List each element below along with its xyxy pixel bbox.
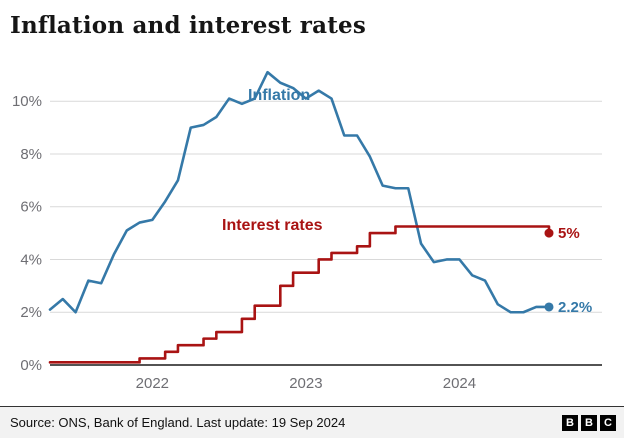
y-tick-label: 10%: [12, 93, 42, 110]
y-tick-label: 8%: [20, 146, 42, 163]
chart-title: Inflation and interest rates: [10, 12, 367, 39]
source-text: Source: ONS, Bank of England. Last updat…: [10, 415, 346, 430]
y-tick-label: 6%: [20, 199, 42, 216]
inflation-end-label: 2.2%: [558, 299, 592, 316]
interest-rates-end-dot: [544, 228, 554, 238]
y-tick-label: 0%: [20, 357, 42, 374]
chart-plot: 0% 2% 4% 6% 8% 10% 2022 2023 2024 2.2% 5%: [12, 70, 602, 392]
gridlines: [50, 100, 602, 313]
bbc-logo-letter: B: [562, 414, 578, 431]
inflation-line: [48, 70, 551, 314]
bbc-logo: B B C: [562, 414, 616, 431]
interest-rates-series-label: Interest rates: [222, 217, 323, 234]
x-tick-label: 2024: [443, 375, 476, 392]
y-tick-label: 4%: [20, 251, 42, 268]
inflation-series-label: Inflation: [248, 87, 311, 104]
bbc-logo-letter: C: [600, 414, 616, 431]
interest-rates-line: [48, 225, 551, 364]
x-tick-label: 2022: [136, 375, 169, 392]
y-tick-label: 2%: [20, 304, 42, 321]
x-tick-label: 2023: [289, 375, 322, 392]
bbc-logo-letter: B: [581, 414, 597, 431]
interest-rates-end-label: 5%: [558, 225, 580, 242]
chart-area: 0% 2% 4% 6% 8% 10% 2022 2023 2024 2.2% 5% Inflatio…: [0, 41, 624, 397]
chart-header: Inflation and interest rates: [0, 0, 624, 41]
footer-bar: Source: ONS, Bank of England. Last updat…: [0, 406, 624, 438]
inflation-end-dot: [544, 302, 554, 312]
